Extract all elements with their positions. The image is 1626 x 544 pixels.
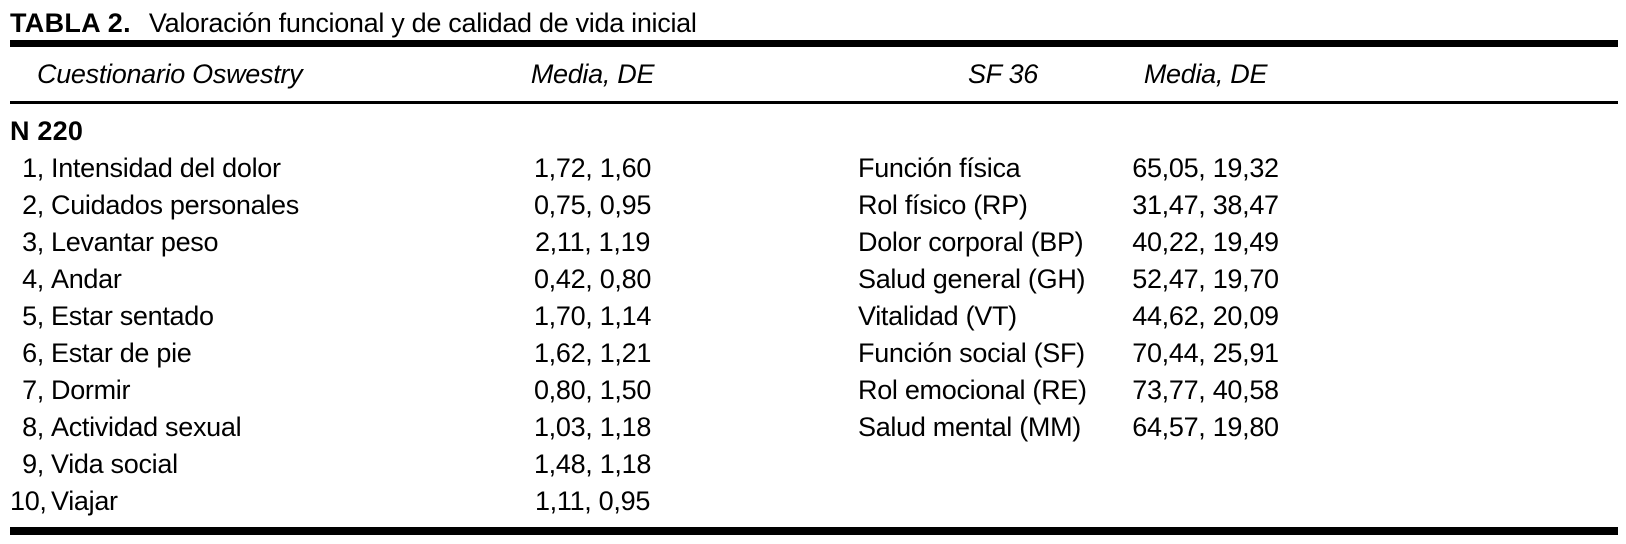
oswestry-label: Levantar peso bbox=[51, 227, 219, 257]
row-number: 1, bbox=[22, 153, 44, 183]
oswestry-item: 9, Vida social bbox=[10, 446, 495, 483]
table-row: 4, Andar 0,42, 0,80 Salud general (GH) 52… bbox=[10, 261, 1618, 298]
bottom-rule bbox=[10, 527, 1618, 535]
oswestry-item: 4, Andar bbox=[10, 261, 495, 298]
oswestry-value: 0,42, 0,80 bbox=[533, 264, 652, 294]
table-group-row: N 220 bbox=[10, 113, 1618, 150]
sf36-value: 31,47, 38,47 bbox=[1132, 190, 1279, 220]
sf36-value: 65,05, 19,32 bbox=[1132, 153, 1279, 183]
sf36-value: 64,57, 19,80 bbox=[1132, 412, 1279, 442]
table-body: N 220 1, Intensidad del dolor 1,72, 1,60 … bbox=[0, 104, 1626, 527]
oswestry-item: 1, Intensidad del dolor bbox=[10, 150, 495, 187]
sf36-label: Rol físico (RP) bbox=[858, 190, 1028, 220]
row-number: 4, bbox=[22, 264, 44, 294]
oswestry-label: Actividad sexual bbox=[51, 412, 242, 442]
row-number: 5, bbox=[22, 301, 44, 331]
oswestry-label: Andar bbox=[51, 264, 122, 294]
row-number: 7, bbox=[22, 375, 44, 405]
oswestry-value: 1,70, 1,14 bbox=[533, 301, 652, 331]
table-row: 10, Viajar 1,11, 0,95 bbox=[10, 483, 1618, 520]
group-label: N 220 bbox=[10, 116, 84, 146]
oswestry-label: Viajar bbox=[51, 486, 118, 516]
row-number: 2, bbox=[22, 190, 44, 220]
oswestry-label: Estar sentado bbox=[51, 301, 214, 331]
row-number: 6, bbox=[22, 338, 44, 368]
sf36-value: 73,77, 40,58 bbox=[1132, 375, 1279, 405]
oswestry-label: Estar de pie bbox=[51, 338, 192, 368]
oswestry-label: Vida social bbox=[51, 449, 178, 479]
header-sf36: SF 36 bbox=[967, 59, 1039, 89]
row-number: 9, bbox=[22, 449, 44, 479]
row-number: 8, bbox=[22, 412, 44, 442]
oswestry-item: 6, Estar de pie bbox=[10, 335, 495, 372]
table-row: 2, Cuidados personales 0,75, 0,95 Rol fís… bbox=[10, 187, 1618, 224]
sf36-label: Función social (SF) bbox=[858, 338, 1085, 368]
sf36-label: Rol emocional (RE) bbox=[858, 375, 1087, 405]
oswestry-item: 5, Estar sentado bbox=[10, 298, 495, 335]
oswestry-value: 0,75, 0,95 bbox=[533, 190, 652, 220]
header-media-de-oswestry: Media, DE bbox=[530, 59, 655, 89]
oswestry-value: 2,11, 1,19 bbox=[534, 227, 651, 257]
oswestry-value: 1,72, 1,60 bbox=[533, 153, 652, 183]
sf36-label: Salud general (GH) bbox=[858, 264, 1086, 294]
oswestry-value: 1,11, 0,95 bbox=[534, 486, 651, 516]
sf36-label: Dolor corporal (BP) bbox=[858, 227, 1084, 257]
oswestry-item: 7, Dormir bbox=[10, 372, 495, 409]
sf36-value: 40,22, 19,49 bbox=[1132, 227, 1279, 257]
oswestry-value: 0,80, 1,50 bbox=[533, 375, 652, 405]
oswestry-value: 1,62, 1,21 bbox=[533, 338, 652, 368]
table-title-text: Valoración funcional y de calidad de vid… bbox=[148, 8, 697, 38]
table-row: 5, Estar sentado 1,70, 1,14 Vitalidad (VT… bbox=[10, 298, 1618, 335]
sf36-value: 52,47, 19,70 bbox=[1132, 264, 1279, 294]
oswestry-item: 8, Actividad sexual bbox=[10, 409, 495, 446]
table-row: 6, Estar de pie 1,62, 1,21 Función social… bbox=[10, 335, 1618, 372]
table-row: 1, Intensidad del dolor 1,72, 1,60 Funció… bbox=[10, 150, 1618, 187]
sf36-label: Función física bbox=[858, 153, 1021, 183]
oswestry-value: 1,48, 1,18 bbox=[533, 449, 652, 479]
header-rule bbox=[10, 101, 1618, 104]
table-row: 7, Dormir 0,80, 1,50 Rol emocional (RE) 7… bbox=[10, 372, 1618, 409]
oswestry-item: 10, Viajar bbox=[10, 483, 495, 520]
oswestry-label: Dormir bbox=[51, 375, 131, 405]
sf36-label: Salud mental (MM) bbox=[858, 412, 1081, 442]
top-rule bbox=[10, 40, 1618, 47]
table-row: 3, Levantar peso 2,11, 1,19 Dolor corpora… bbox=[10, 224, 1618, 261]
oswestry-label: Intensidad del dolor bbox=[51, 153, 281, 183]
table-header-row: Cuestionario Oswestry Media, DE SF 36 Me… bbox=[10, 47, 1618, 101]
sf36-value: 44,62, 20,09 bbox=[1132, 301, 1279, 331]
table-row: 9, Vida social 1,48, 1,18 bbox=[10, 446, 1618, 483]
oswestry-value: 1,03, 1,18 bbox=[533, 412, 652, 442]
row-number: 10, bbox=[10, 486, 47, 516]
table-title: TABLA 2. Valoración funcional y de calida… bbox=[0, 0, 1626, 40]
row-number: 3, bbox=[22, 227, 44, 257]
header-cuestionario-oswestry: Cuestionario Oswestry bbox=[37, 59, 303, 89]
table-title-label: TABLA 2. bbox=[10, 8, 131, 38]
oswestry-item: 3, Levantar peso bbox=[10, 224, 495, 261]
oswestry-label: Cuidados personales bbox=[51, 190, 299, 220]
sf36-label: Vitalidad (VT) bbox=[858, 301, 1017, 331]
sf36-value: 70,44, 25,91 bbox=[1132, 338, 1279, 368]
oswestry-item: 2, Cuidados personales bbox=[10, 187, 495, 224]
table-row: 8, Actividad sexual 1,03, 1,18 Salud ment… bbox=[10, 409, 1618, 446]
header-media-de-sf36: Media, DE bbox=[1143, 59, 1268, 89]
